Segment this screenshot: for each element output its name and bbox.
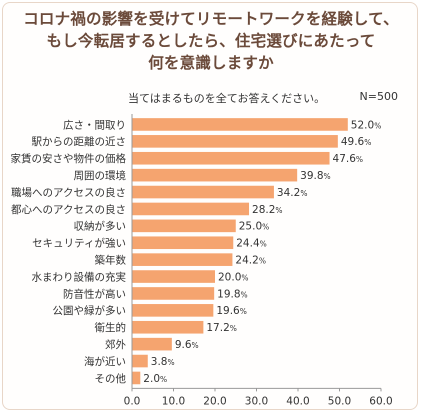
category-label: 家賃の安さや物件の価格 — [11, 152, 127, 165]
sample-size-label: N=500 — [359, 90, 398, 103]
x-tick-label: 50.0 — [328, 395, 351, 407]
bar — [132, 337, 172, 351]
bar — [132, 185, 274, 199]
value-label: 52.0% — [351, 119, 382, 131]
bar — [132, 371, 141, 385]
category-label: 都心へのアクセスの良さ — [11, 203, 126, 216]
category-label: 水まわり設備の充実 — [32, 270, 127, 283]
chart-title: コロナ禍の影響を受けてリモートワークを経験して、 もし今転居するとしたら、住宅選… — [0, 8, 422, 74]
category-label: 防音性が高い — [63, 287, 126, 300]
bar — [132, 118, 348, 131]
x-tick-label: 40.0 — [286, 395, 309, 407]
category-label: 築年数 — [95, 253, 127, 266]
value-label: 25.0% — [239, 221, 270, 233]
bar — [132, 135, 338, 148]
category-label: 衛生的 — [95, 321, 127, 334]
category-label: 公園や緑が多い — [53, 304, 127, 317]
value-label: 19.8% — [217, 288, 248, 300]
x-tick-label: 0.0 — [124, 395, 141, 407]
bar — [132, 219, 236, 233]
value-label: 24.2% — [235, 254, 266, 266]
value-label: 3.8% — [151, 356, 175, 368]
bar — [132, 320, 204, 334]
x-tick-label: 60.0 — [369, 395, 392, 407]
bar — [132, 168, 298, 182]
x-tick-label: 20.0 — [203, 395, 226, 407]
bar — [132, 151, 330, 165]
category-label: 収納が多い — [74, 220, 127, 233]
value-label: 17.2% — [206, 322, 237, 334]
value-label: 9.6% — [175, 339, 199, 351]
x-tick-label: 30.0 — [245, 395, 268, 407]
bar — [132, 354, 148, 368]
value-label: 34.2% — [277, 187, 308, 199]
bar — [132, 236, 234, 250]
category-label: 駅からの距離の近さ — [32, 135, 127, 148]
value-label: 39.8% — [300, 170, 331, 182]
category-label: 職場へのアクセスの良さ — [11, 186, 126, 199]
value-label: 28.2% — [252, 204, 283, 216]
value-label: 20.0% — [218, 271, 249, 283]
value-label: 24.4% — [236, 238, 267, 250]
chart-title-line-1: コロナ禍の影響を受けてリモートワークを経験して、 — [23, 10, 399, 28]
bar — [132, 304, 214, 317]
chart-title-line-2: もし今転居するとしたら、住宅選びにあたって — [46, 32, 376, 50]
bar — [132, 202, 250, 216]
chart-title-line-3: 何を意識しますか — [148, 54, 274, 72]
bar — [132, 270, 215, 283]
category-label: 周囲の環境 — [74, 169, 127, 182]
bar — [132, 287, 215, 300]
value-label: 2.0% — [143, 373, 167, 385]
category-label: 広さ・間取り — [63, 118, 126, 131]
value-label: 49.6% — [341, 136, 372, 148]
value-label: 47.6% — [333, 153, 364, 165]
category-label: 海が近い — [84, 355, 126, 368]
category-label: その他 — [95, 372, 127, 385]
question-note: 当てはまるものを全てお答えください。 — [128, 92, 326, 105]
category-label: セキュリティが強い — [32, 237, 126, 250]
x-tick-label: 10.0 — [162, 395, 185, 407]
bar — [132, 253, 233, 266]
value-label: 19.6% — [216, 305, 247, 317]
category-label: 郊外 — [105, 338, 126, 351]
